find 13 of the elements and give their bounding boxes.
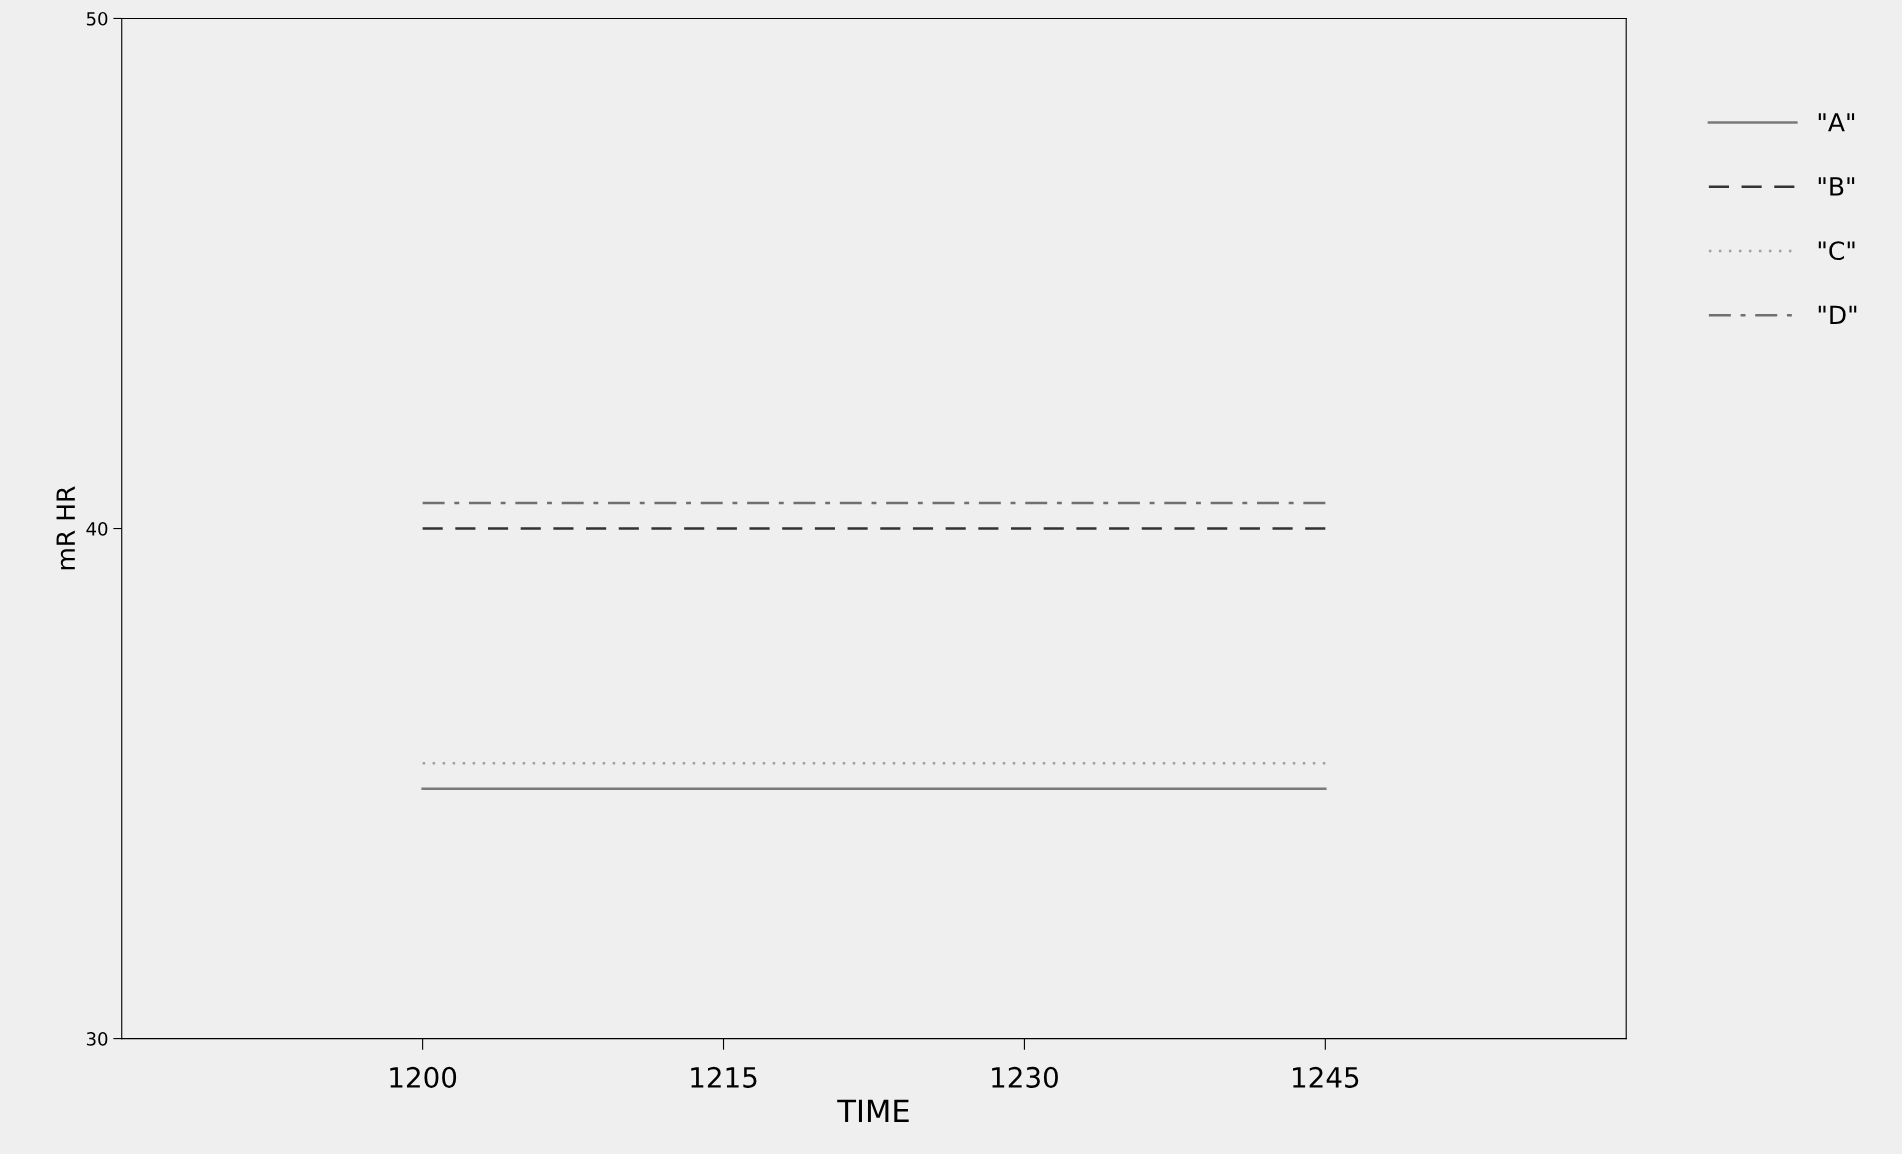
x-axis-title: TIME xyxy=(837,1099,909,1123)
y-tick-label: 50 xyxy=(86,11,108,26)
legend-label: "B" xyxy=(1818,177,1855,196)
y-tick-label: 40 xyxy=(86,521,108,536)
legend-label: "C" xyxy=(1818,241,1855,261)
x-tick-label: 1230 xyxy=(992,1066,1058,1088)
x-tick-label: 1245 xyxy=(1293,1066,1359,1088)
y-tick-label: 30 xyxy=(86,1032,108,1046)
legend-label: "D" xyxy=(1818,305,1857,324)
x-tick-label: 1215 xyxy=(691,1066,757,1088)
y-axis-title: mR HR xyxy=(56,486,75,570)
x-tick-label: 1200 xyxy=(390,1066,457,1088)
legend-label: "A" xyxy=(1818,113,1855,132)
